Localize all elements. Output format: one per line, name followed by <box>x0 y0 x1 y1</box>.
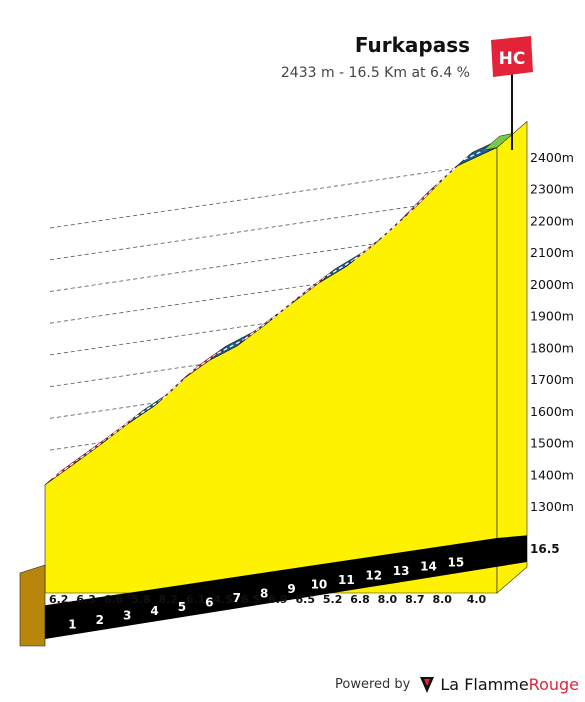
y-tick-label: 2100m <box>530 245 574 260</box>
footer-branding: Powered by La Flamme Rouge <box>335 675 579 694</box>
km-end-label: 16.5 <box>530 542 560 556</box>
km-marker: 1 <box>68 618 76 632</box>
brand-name-la-flamme: La Flamme <box>440 675 529 694</box>
gradient-label: 6.3 <box>76 593 96 606</box>
profile-side-wall <box>496 120 528 594</box>
category-badge-label: HC <box>499 49 526 69</box>
km-marker: 15 <box>448 555 465 569</box>
y-tick-label: 2200m <box>530 213 574 228</box>
km-marker: 4 <box>150 604 158 618</box>
ribbon-centerline <box>189 352 218 374</box>
grid-line <box>49 157 528 229</box>
y-tick-label: 2300m <box>530 182 574 197</box>
km-marker: 9 <box>287 582 295 596</box>
flame-icon <box>420 676 435 693</box>
powered-by-text: Powered by <box>335 677 411 692</box>
km-marker: 14 <box>420 560 437 574</box>
gradient-label: 6.1 <box>186 593 206 606</box>
km-marker: 7 <box>233 591 241 605</box>
km-marker: 12 <box>365 569 382 583</box>
y-tick-label: 1900m <box>530 309 574 324</box>
profile-labels: 1300m 1400m 1500m 1600m 1700m 1800m 1900m 2000m… <box>49 150 574 632</box>
climb-summary: 2433 m - 16.5 Km at 6.4 % <box>281 65 470 81</box>
km-marker: 10 <box>311 578 328 592</box>
ribbon-centerline <box>134 398 164 418</box>
km-marker: 2 <box>96 613 104 627</box>
y-tick-label: 1700m <box>530 372 574 387</box>
gradient-label: 6.5 <box>241 593 261 606</box>
gradient-label: 6.2 <box>49 593 69 606</box>
gradient-label: 6.8 <box>350 593 370 606</box>
summit-segment <box>482 132 514 151</box>
gradient-label: 8.2 <box>159 593 179 606</box>
ribbon-centerline <box>80 437 109 459</box>
y-tick-label: 1300m <box>530 499 574 514</box>
category-badge: HC <box>491 36 533 150</box>
ribbon-centerline <box>326 258 355 277</box>
y-tick-label: 1800m <box>530 340 574 355</box>
gradient-label: 6.5 <box>295 593 315 606</box>
ribbon-centerline <box>52 457 81 479</box>
y-tick-label: 2400m <box>530 150 574 165</box>
km-marker: 11 <box>338 573 355 587</box>
y-tick-label: 1500m <box>530 436 574 451</box>
brand-name-rouge: Rouge <box>528 675 579 694</box>
gradient-ribbon <box>44 132 514 486</box>
km-marker: 8 <box>260 586 268 600</box>
ribbon-centerline <box>299 275 328 298</box>
y-tick-label: 1400m <box>530 467 574 482</box>
ribbon-centerline <box>107 416 136 439</box>
gradient-label: 8.7 <box>405 593 425 606</box>
gradient-label: 4.0 <box>467 593 487 606</box>
y-tick-label: 2000m <box>530 277 574 292</box>
km-marker: 5 <box>178 600 186 614</box>
climb-title: Furkapass <box>355 33 470 57</box>
gradient-label: 5.2 <box>323 593 343 606</box>
km-marker: 3 <box>123 609 131 623</box>
gradient-label: 8.0 <box>378 593 398 606</box>
base-band <box>20 535 527 643</box>
gradient-label: 6.9 <box>268 593 288 606</box>
km-marker: 13 <box>393 564 410 578</box>
gradient-label: 5.8 <box>131 593 151 606</box>
profile-front-face <box>44 147 498 594</box>
y-tick-label: 1600m <box>530 404 574 419</box>
base-left-face <box>19 564 46 647</box>
gradient-label: 8.0 <box>432 593 452 606</box>
ribbon-centerline <box>244 317 273 340</box>
km-marker: 6 <box>205 595 213 609</box>
gradient-label: 4.5 <box>213 593 233 606</box>
ribbon-centerline <box>217 338 246 354</box>
gradient-label: 6.6 <box>104 593 124 606</box>
